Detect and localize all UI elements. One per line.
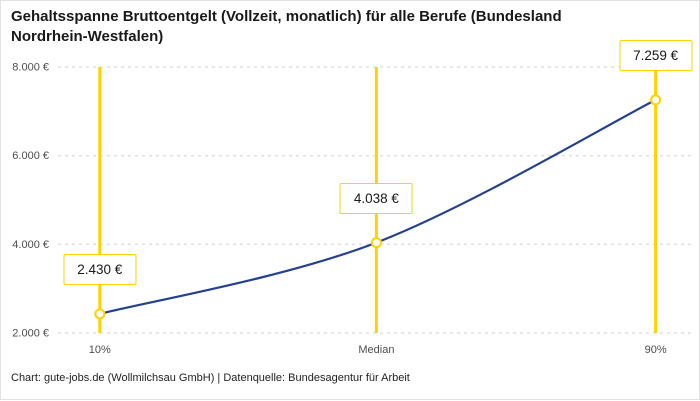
y-tick-label: 2.000 € (12, 328, 49, 340)
y-tick-label: 6.000 € (12, 150, 49, 162)
data-point-marker (650, 94, 662, 106)
value-label: 4.038 € (339, 182, 413, 214)
data-point-marker (370, 237, 382, 249)
chart-title: Gehaltsspanne Bruttoentgelt (Vollzeit, m… (11, 8, 562, 46)
x-tick-label: 10% (89, 344, 111, 356)
data-point-marker (94, 308, 106, 320)
value-label: 2.430 € (63, 253, 137, 285)
y-tick-label: 8.000 € (12, 62, 49, 74)
chart-footer: Chart: gute-jobs.de (Wollmilchsau GmbH) … (11, 372, 410, 384)
x-tick-label: 90% (645, 344, 667, 356)
x-tick-label: Median (358, 344, 394, 356)
y-tick-label: 4.000 € (12, 239, 49, 251)
value-label: 7.259 € (619, 39, 693, 71)
